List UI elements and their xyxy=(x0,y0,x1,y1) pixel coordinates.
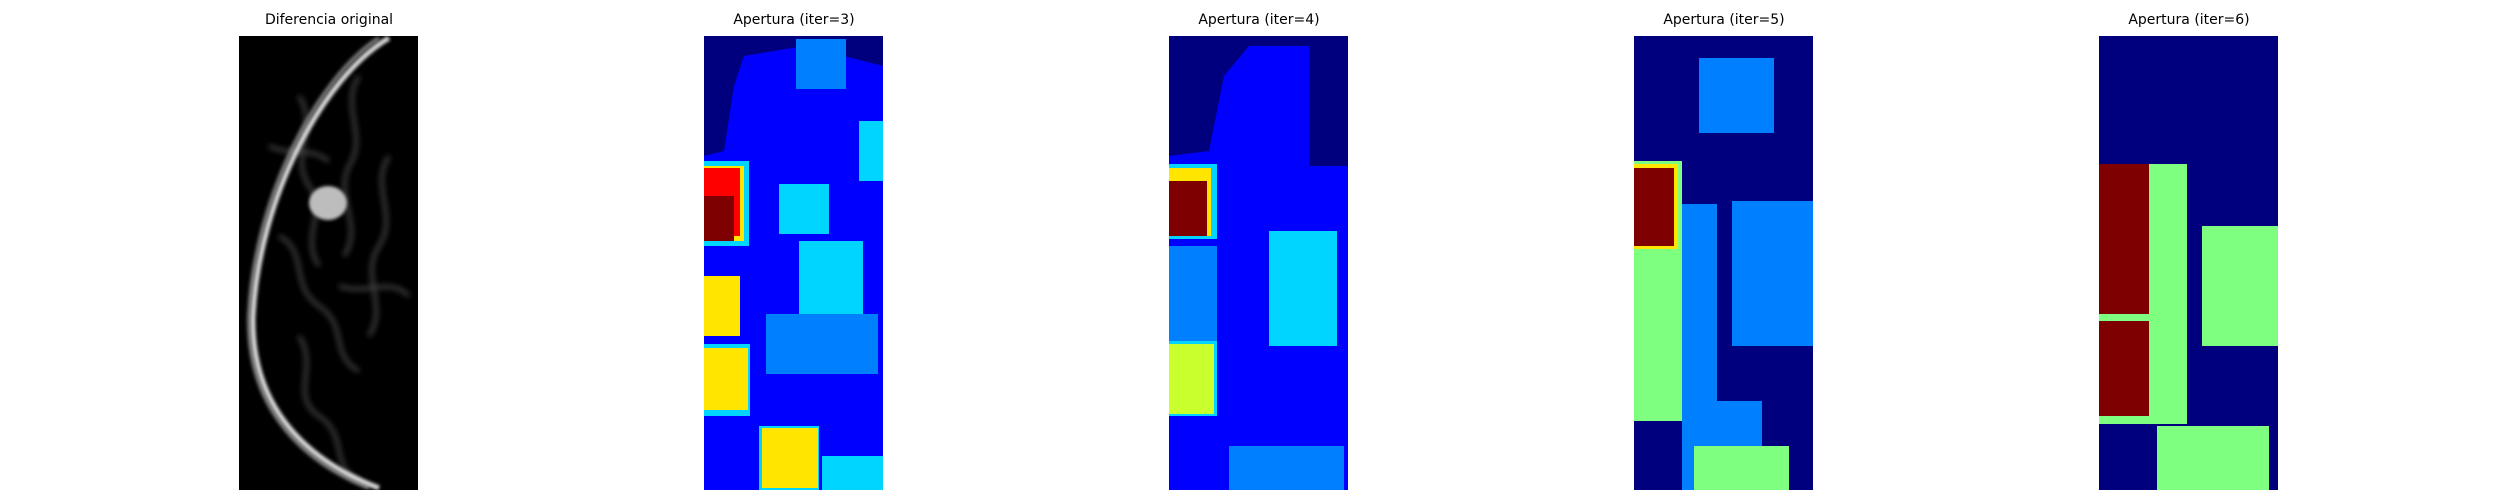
grayscale-difference-image xyxy=(239,36,418,490)
jet-opening-image xyxy=(1169,36,1348,490)
panel-title: Apertura (iter=5) xyxy=(1663,12,1785,28)
jet-opening-image xyxy=(704,36,883,490)
panel-title: Apertura (iter=4) xyxy=(1198,12,1320,28)
panel-title: Apertura (iter=6) xyxy=(2128,12,2250,28)
jet-opening-image xyxy=(2099,36,2278,490)
jet-opening-image xyxy=(1634,36,1813,490)
panel-title: Diferencia original xyxy=(264,12,394,28)
panel-title: Apertura (iter=3) xyxy=(733,12,855,28)
